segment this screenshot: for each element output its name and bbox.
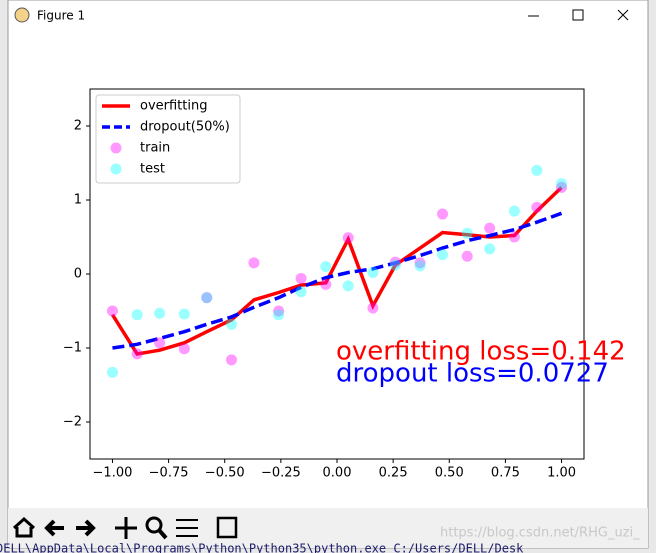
scatter-point: [484, 222, 496, 234]
legend-box: [95, 94, 241, 184]
scatter-point: [508, 231, 520, 243]
scatter-point: [437, 208, 449, 220]
scatter-point: [106, 366, 118, 378]
window-title: Figure 1: [37, 9, 85, 23]
scatter-point: [178, 343, 190, 355]
scatter-point: [154, 307, 166, 319]
scatter-point: [295, 272, 307, 284]
scatter-point: [273, 309, 285, 321]
toolbar-buttons: [12, 516, 238, 540]
configure-button[interactable]: [176, 519, 198, 537]
scatter-point: [320, 278, 332, 290]
scatter-point: [531, 201, 543, 213]
scatter-point: [531, 164, 543, 176]
line-series: [110, 186, 563, 356]
pan-button[interactable]: [115, 517, 137, 539]
maximize-button[interactable]: [572, 9, 584, 21]
scatter-point: [248, 257, 260, 269]
scatter-point: [461, 250, 473, 262]
scatter-point: [367, 267, 379, 279]
scatter-point: [225, 318, 237, 330]
scatter-point: [342, 232, 354, 244]
console-line: DELL\AppData\Local\Programs\Python\Pytho…: [0, 542, 524, 553]
scatter-point: [508, 205, 520, 217]
legend-label: dropout(50%): [140, 120, 230, 135]
scatter-point: [556, 181, 568, 193]
annotation: dropout loss=0.0727: [336, 359, 609, 389]
zoom-button[interactable]: [145, 516, 168, 540]
scatter-point: [484, 243, 496, 255]
forward-button[interactable]: [76, 519, 96, 537]
scatter-point: [295, 286, 307, 298]
watermark: https://blog.csdn.net/RHG_uzi_: [440, 526, 640, 541]
scatter-point: [201, 292, 213, 304]
scatter-point: [389, 259, 401, 271]
save-button[interactable]: [216, 516, 238, 539]
back-button[interactable]: [44, 519, 64, 537]
x-tick-label: −0.25: [261, 466, 301, 481]
y-tick-label: 2: [74, 119, 82, 134]
x-tick-label: 0.25: [379, 466, 408, 481]
scatter-point: [389, 256, 401, 268]
scatter-point: [201, 292, 213, 304]
legend-label: train: [140, 141, 170, 156]
scatter-point: [225, 354, 237, 366]
x-tick-label: −1.00: [93, 466, 133, 481]
x-tick-label: 0.00: [323, 466, 352, 481]
x-tick-label: 0.50: [435, 466, 464, 481]
y-tick-label: −1: [63, 341, 82, 356]
x-tick-label: 0.75: [491, 466, 520, 481]
scatter-point: [131, 348, 143, 360]
home-button[interactable]: [12, 516, 36, 538]
scatter-point: [414, 260, 426, 272]
y-tick-label: 1: [74, 193, 82, 208]
scatter-point: [437, 249, 449, 261]
scatter-point: [273, 305, 285, 317]
scatter-point: [154, 337, 166, 349]
scatter-point: [556, 178, 568, 190]
line-series: [112, 211, 563, 350]
scatter-point: [414, 257, 426, 269]
scatter-point: [367, 302, 379, 314]
axes-frame: [89, 88, 585, 460]
x-tick-label: −0.75: [149, 466, 189, 481]
x-tick-label: −0.50: [205, 466, 245, 481]
scatter-point: [106, 305, 118, 317]
toolbar: [8, 508, 648, 548]
scatter-point: [131, 309, 143, 321]
scatter-point: [342, 280, 354, 292]
scatter-point: [461, 227, 473, 239]
y-tick-label: 0: [74, 267, 82, 282]
legend-marker: [110, 163, 122, 175]
window: [7, 0, 649, 549]
legend-label: overfitting: [140, 99, 207, 114]
annotation: overfitting loss=0.142: [336, 337, 626, 367]
scatter-point: [178, 308, 190, 320]
y-tick-label: −2: [63, 415, 82, 430]
legend-marker: [110, 142, 122, 154]
window-icon: [14, 7, 30, 23]
x-tick-label: 1.00: [547, 466, 576, 481]
close-button[interactable]: [617, 9, 629, 21]
scatter-point: [320, 261, 332, 273]
legend-label: test: [140, 162, 165, 177]
